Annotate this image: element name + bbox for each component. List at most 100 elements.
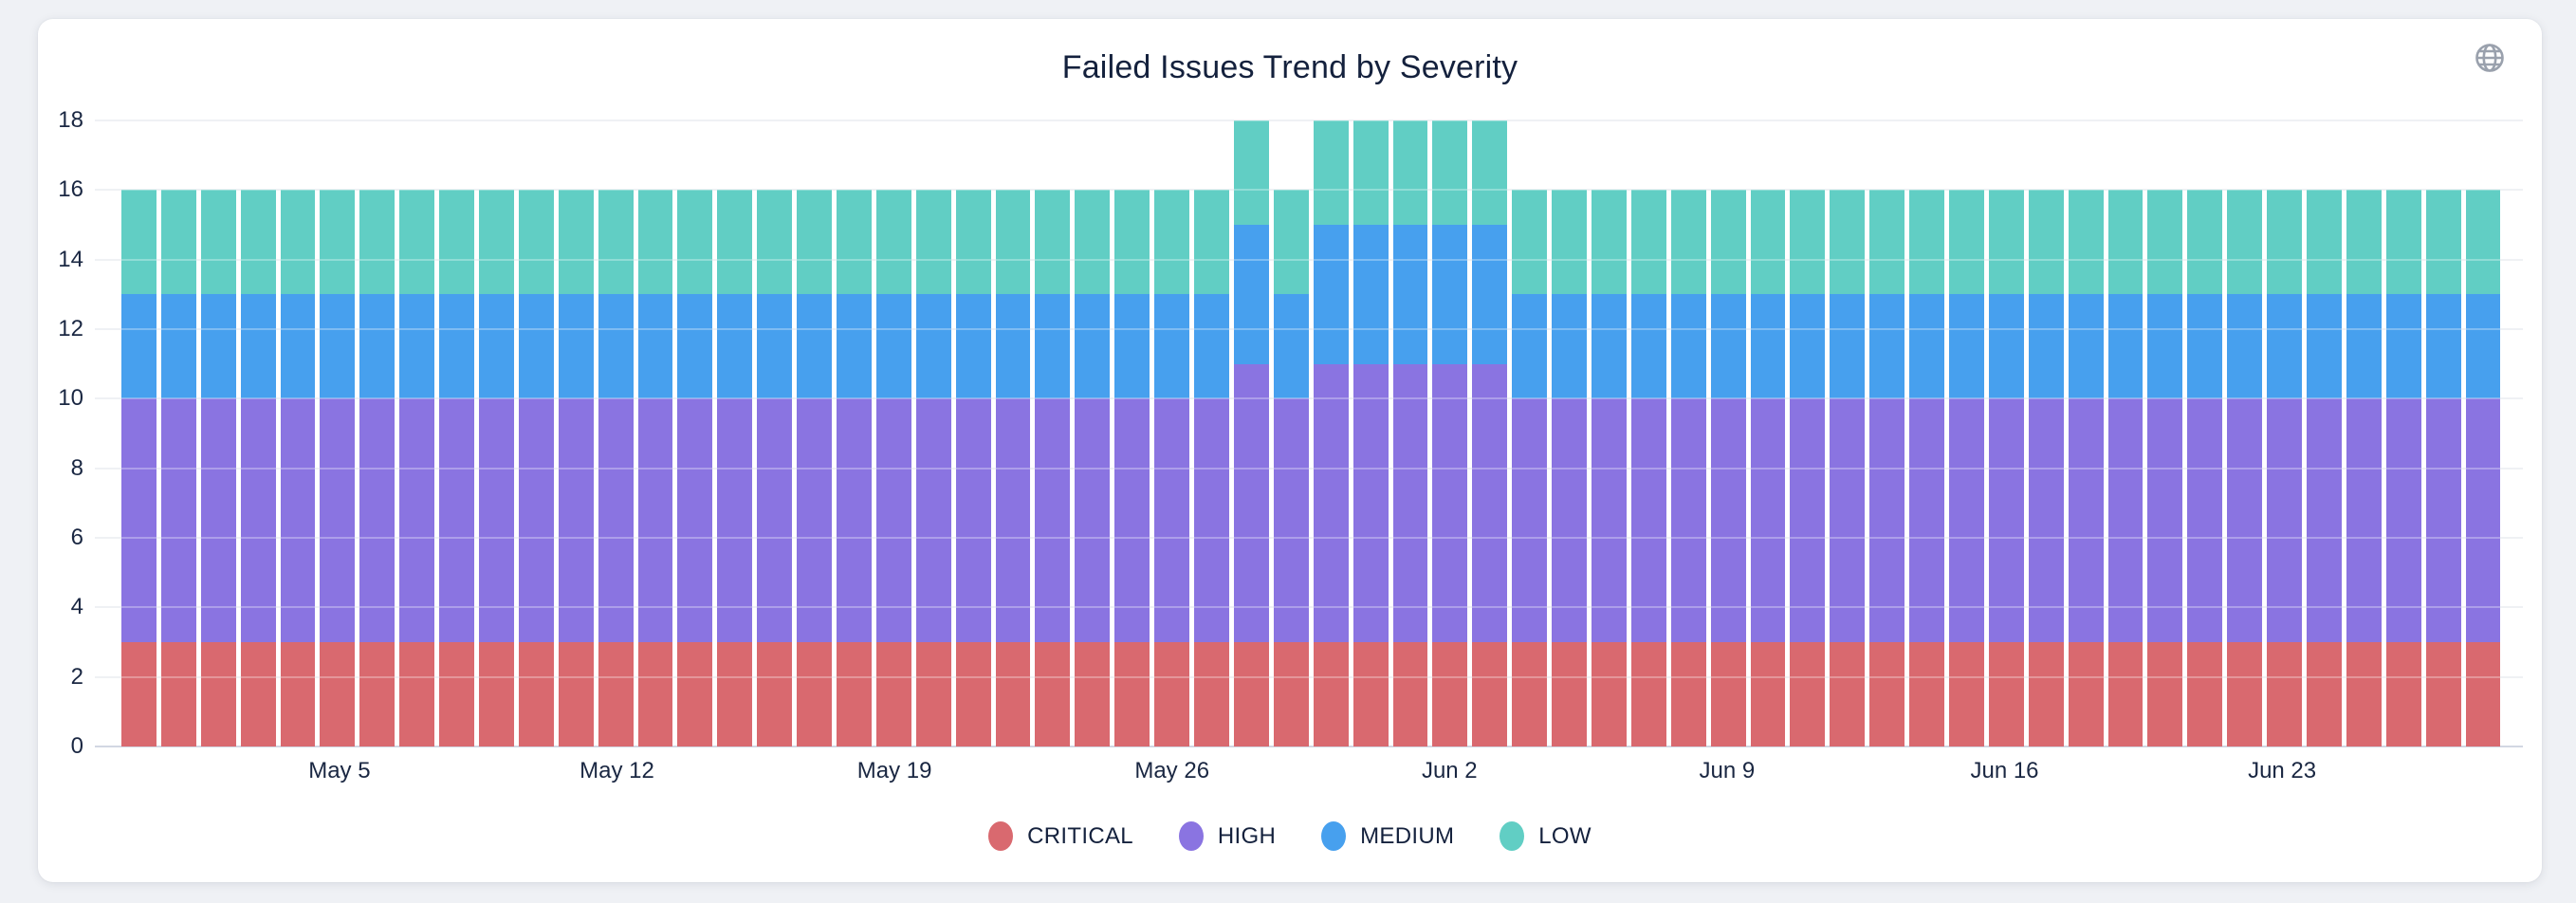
bar-segment-medium[interactable] [637, 294, 673, 399]
bar-segment-medium[interactable] [955, 294, 991, 399]
bar-segment-low[interactable] [558, 190, 594, 295]
bar-segment-medium[interactable] [2306, 294, 2342, 399]
bar-segment-high[interactable] [2306, 398, 2342, 642]
bar-segment-medium[interactable] [1472, 225, 1508, 364]
bar-segment-low[interactable] [1273, 190, 1309, 295]
bar-segment-high[interactable] [359, 398, 396, 642]
bar-segment-medium[interactable] [1392, 225, 1428, 364]
bar-segment-low[interactable] [598, 190, 634, 295]
bar-segment-high[interactable] [439, 398, 475, 642]
bar-jun-8[interactable] [1670, 190, 1706, 746]
bar-may-27[interactable] [1194, 190, 1229, 746]
bar-segment-critical[interactable] [837, 642, 872, 746]
bar-may-31[interactable] [1352, 120, 1389, 746]
bar-segment-medium[interactable] [1710, 294, 1746, 399]
bar-segment-critical[interactable] [1035, 642, 1071, 746]
bar-segment-low[interactable] [518, 190, 554, 295]
bar-segment-medium[interactable] [1273, 294, 1309, 399]
bar-segment-high[interactable] [677, 398, 713, 642]
bar-segment-low[interactable] [1591, 190, 1627, 295]
bar-jun-24[interactable] [2306, 190, 2342, 746]
bar-segment-low[interactable] [995, 190, 1031, 295]
bar-segment-critical[interactable] [1909, 642, 1944, 746]
bar-segment-low[interactable] [1710, 190, 1746, 295]
bar-segment-high[interactable] [280, 398, 316, 642]
bar-may-20[interactable] [915, 190, 951, 746]
bar-may-5[interactable] [320, 190, 356, 746]
bar-segment-high[interactable] [518, 398, 554, 642]
bar-segment-low[interactable] [1630, 190, 1666, 295]
bar-segment-high[interactable] [558, 398, 594, 642]
bar-segment-low[interactable] [915, 190, 951, 295]
bar-segment-medium[interactable] [717, 294, 753, 399]
bar-segment-medium[interactable] [240, 294, 276, 399]
bar-segment-medium[interactable] [2385, 294, 2421, 399]
bar-segment-high[interactable] [1392, 363, 1428, 642]
bar-segment-critical[interactable] [160, 642, 196, 746]
bar-segment-medium[interactable] [1790, 294, 1826, 399]
bar-segment-low[interactable] [2385, 190, 2421, 295]
bar-segment-critical[interactable] [875, 642, 911, 746]
bar-may-14[interactable] [677, 190, 713, 746]
bar-jun-20[interactable] [2147, 190, 2183, 746]
bar-segment-medium[interactable] [1552, 294, 1587, 399]
legend-item-low[interactable]: LOW [1500, 821, 1592, 851]
bar-segment-high[interactable] [797, 398, 833, 642]
bar-segment-high[interactable] [399, 398, 435, 642]
bar-may-23[interactable] [1035, 190, 1071, 746]
bar-segment-critical[interactable] [1313, 642, 1349, 746]
bar-jun-7[interactable] [1630, 190, 1666, 746]
bar-jun-25[interactable] [2346, 190, 2382, 746]
bar-segment-high[interactable] [837, 398, 872, 642]
bar-jun-18[interactable] [2068, 190, 2104, 746]
bar-segment-low[interactable] [1830, 190, 1866, 295]
bar-jun-10[interactable] [1750, 190, 1786, 746]
bar-segment-critical[interactable] [1114, 642, 1150, 746]
bar-may-11[interactable] [558, 190, 594, 746]
bar-segment-low[interactable] [121, 190, 156, 295]
bar-segment-high[interactable] [2068, 398, 2104, 642]
bar-segment-high[interactable] [160, 398, 196, 642]
globe-icon[interactable] [2472, 40, 2508, 76]
legend-item-critical[interactable]: CRITICAL [988, 821, 1133, 851]
bar-segment-critical[interactable] [1790, 642, 1826, 746]
bar-may-13[interactable] [637, 190, 673, 746]
bar-segment-critical[interactable] [1472, 642, 1508, 746]
bar-segment-medium[interactable] [2267, 294, 2302, 399]
bar-segment-low[interactable] [797, 190, 833, 295]
bar-segment-high[interactable] [2346, 398, 2382, 642]
bar-segment-medium[interactable] [2028, 294, 2064, 399]
bar-segment-medium[interactable] [1750, 294, 1786, 399]
bar-segment-critical[interactable] [479, 642, 514, 746]
bar-may-29[interactable] [1273, 190, 1309, 746]
bar-segment-critical[interactable] [200, 642, 236, 746]
bar-segment-medium[interactable] [1194, 294, 1229, 399]
bar-may-21[interactable] [955, 190, 991, 746]
bar-segment-high[interactable] [955, 398, 991, 642]
bar-segment-medium[interactable] [1630, 294, 1666, 399]
bar-segment-low[interactable] [1909, 190, 1944, 295]
bar-segment-low[interactable] [280, 190, 316, 295]
bar-segment-low[interactable] [875, 190, 911, 295]
bar-segment-low[interactable] [2187, 190, 2223, 295]
bar-segment-critical[interactable] [955, 642, 991, 746]
bar-segment-medium[interactable] [1591, 294, 1627, 399]
bar-segment-low[interactable] [479, 190, 514, 295]
bar-segment-high[interactable] [1790, 398, 1826, 642]
bar-segment-critical[interactable] [1392, 642, 1428, 746]
bar-segment-critical[interactable] [1591, 642, 1627, 746]
bar-may-18[interactable] [837, 190, 872, 746]
bar-segment-critical[interactable] [1512, 642, 1548, 746]
bar-may-7[interactable] [399, 190, 435, 746]
bar-segment-critical[interactable] [2147, 642, 2183, 746]
bar-segment-critical[interactable] [280, 642, 316, 746]
bar-may-28[interactable] [1233, 120, 1269, 746]
bar-jun-21[interactable] [2187, 190, 2223, 746]
bar-segment-critical[interactable] [1432, 642, 1468, 746]
bar-segment-critical[interactable] [2028, 642, 2064, 746]
bar-segment-high[interactable] [717, 398, 753, 642]
bar-segment-high[interactable] [1114, 398, 1150, 642]
bar-segment-critical[interactable] [2267, 642, 2302, 746]
bar-segment-critical[interactable] [1233, 642, 1269, 746]
bar-jun-15[interactable] [1948, 190, 1984, 746]
